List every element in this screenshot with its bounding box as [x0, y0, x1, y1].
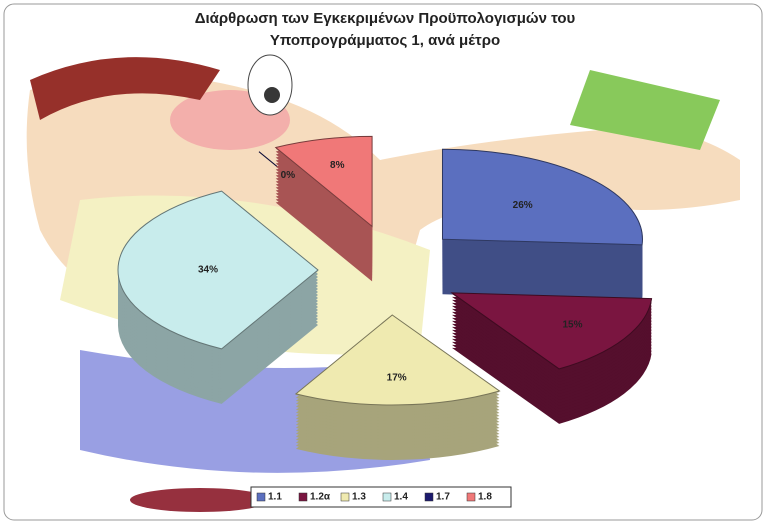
legend-label: 1.4 — [394, 492, 408, 503]
legend-label: 1.7 — [436, 492, 450, 503]
legend-swatch — [467, 493, 475, 501]
data-label: 26% — [513, 200, 533, 211]
legend-swatch — [257, 493, 265, 501]
data-label: 15% — [562, 320, 582, 331]
legend: 1.1 1.2α 1.3 1.4 1.7 1.8 — [251, 487, 511, 507]
legend-label: 1.2α — [310, 492, 331, 503]
data-label: 17% — [387, 373, 407, 384]
chart-title: Διάρθρωση των Εγκεκριμένων Προϋπολογισμώ… — [150, 8, 620, 52]
legend-swatch — [425, 493, 433, 501]
legend-swatch — [383, 493, 391, 501]
legend-label: 1.8 — [478, 492, 492, 503]
data-label: 0% — [281, 170, 296, 181]
legend-label: 1.3 — [352, 492, 366, 503]
legend-label: 1.1 — [268, 492, 282, 503]
data-label: 34% — [198, 265, 218, 276]
legend-swatch — [341, 493, 349, 501]
page: 26% 15% 17% 34% 0% 8% 1.1 1.2α 1.3 1.4 1.7 1.8 Διάρ… — [0, 0, 767, 525]
data-label: 8% — [330, 160, 345, 171]
legend-swatch — [299, 493, 307, 501]
chart: 26% 15% 17% 34% 0% 8% 1.1 1.2α 1.3 1.4 1.7 1.8 — [0, 0, 767, 525]
